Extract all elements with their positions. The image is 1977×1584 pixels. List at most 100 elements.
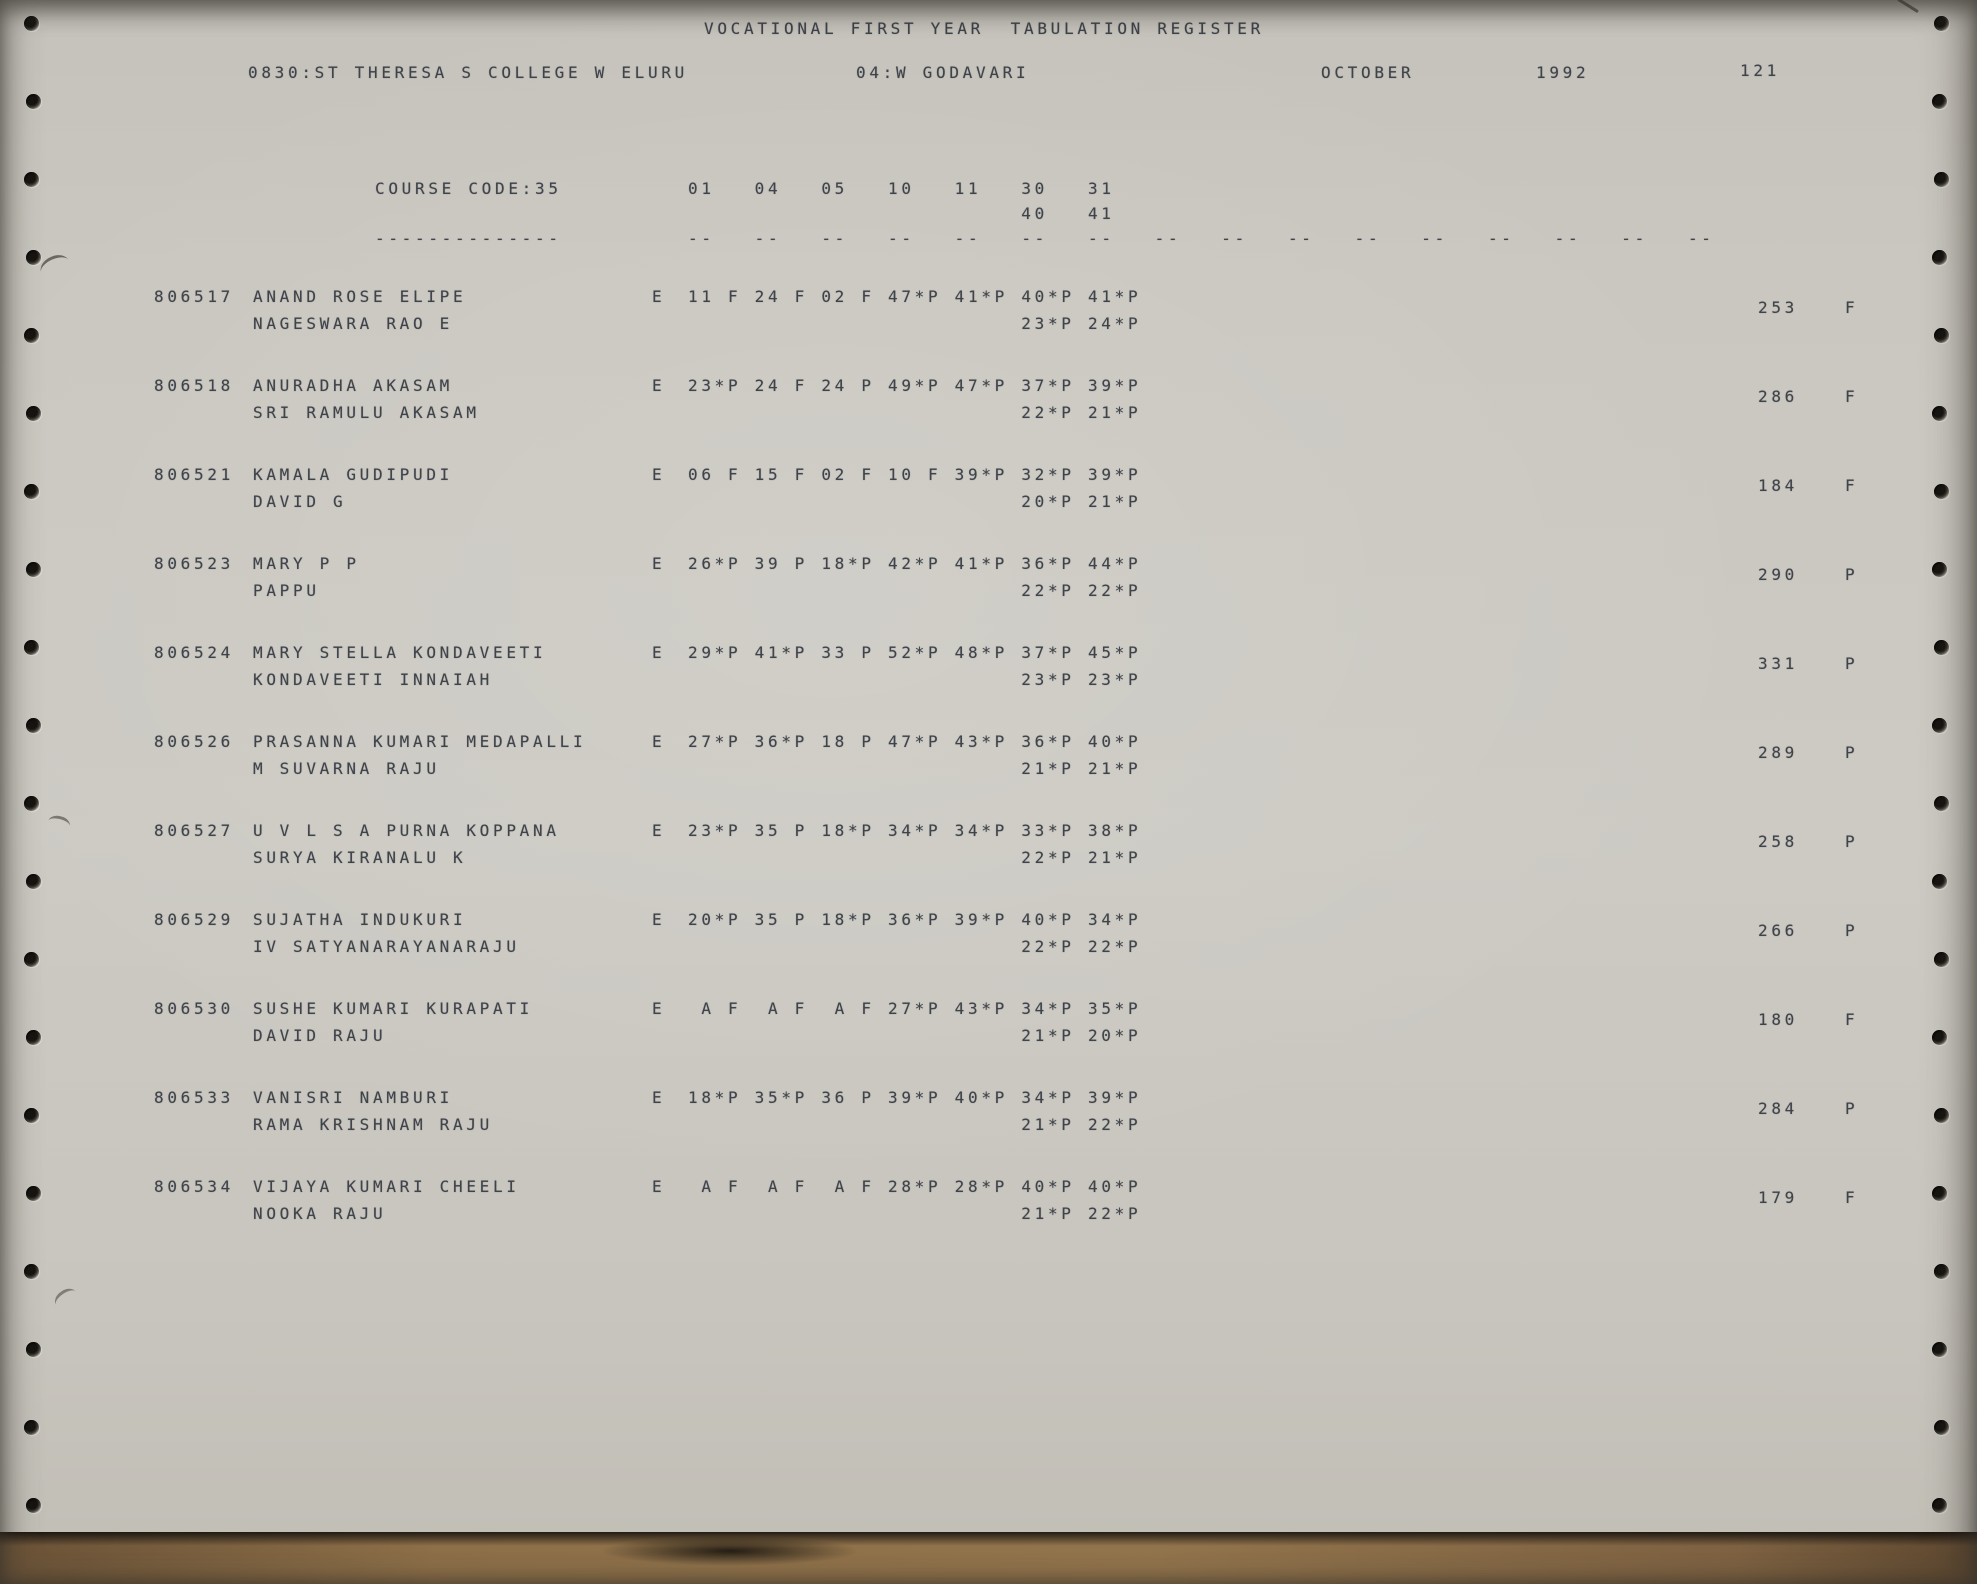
student-name: MARY STELLA KONDAVEETI (253, 643, 547, 662)
student-marks-line2: 21*P 20*P (1021, 1026, 1142, 1045)
student-guardian-name: RAMA KRISHNAM RAJU (253, 1115, 493, 1134)
sprocket-hole-left (26, 1342, 41, 1357)
student-marks-line1: 06 F 15 F 02 F 10 F 39*P 32*P 39*P (688, 465, 1142, 484)
sprocket-hole-right (1932, 250, 1947, 265)
student-name: ANURADHA AKASAM (253, 376, 453, 395)
sprocket-hole-left (26, 1030, 41, 1045)
student-result: F (1845, 476, 1859, 495)
student-total-marks: 289 (1758, 743, 1798, 762)
college-name: 0830:ST THERESA S COLLEGE W ELURU (248, 63, 688, 82)
student-result: F (1845, 1010, 1859, 1029)
exam-month: OCTOBER (1321, 63, 1415, 82)
student-guardian-name: IV SATYANARAYANARAJU (253, 937, 520, 956)
student-medium: E (652, 376, 666, 395)
student-total-marks: 290 (1758, 565, 1798, 584)
student-name: SUJATHA INDUKURI (253, 910, 467, 929)
course-code-label: COURSE CODE:35 (375, 179, 562, 198)
student-guardian-name: DAVID G (253, 492, 347, 511)
pencil-mark (46, 813, 72, 834)
student-guardian-name: SRI RAMULU AKASAM (253, 403, 480, 422)
student-marks-line1: 26*P 39 P 18*P 42*P 41*P 36*P 44*P (688, 554, 1142, 573)
subject-code-header-row: 01 04 05 10 11 30 31 (688, 179, 1115, 198)
sprocket-hole-left (24, 484, 39, 499)
student-guardian-name: DAVID RAJU (253, 1026, 387, 1045)
sprocket-hole-left (24, 1420, 39, 1435)
sprocket-hole-left (26, 250, 41, 265)
student-marks-line1: 29*P 41*P 33 P 52*P 48*P 37*P 45*P (688, 643, 1142, 662)
student-total-marks: 284 (1758, 1099, 1798, 1118)
student-total-marks: 253 (1758, 298, 1798, 317)
student-roll-number: 806533 (154, 1088, 234, 1107)
sprocket-hole-right (1934, 1108, 1949, 1123)
student-roll-number: 806526 (154, 732, 234, 751)
student-name: U V L S A PURNA KOPPANA (253, 821, 560, 840)
student-total-marks: 184 (1758, 476, 1798, 495)
student-total-marks: 179 (1758, 1188, 1798, 1207)
course-code-underline: -------------- (375, 229, 562, 248)
student-name: PRASANNA KUMARI MEDAPALLI (253, 732, 587, 751)
student-marks-line2: 23*P 23*P (1021, 670, 1142, 689)
sprocket-hole-left (26, 1498, 41, 1513)
student-total-marks: 266 (1758, 921, 1798, 940)
student-marks-line2: 21*P 22*P (1021, 1204, 1142, 1223)
sprocket-hole-right (1932, 562, 1947, 577)
student-medium: E (652, 821, 666, 840)
student-roll-number: 806529 (154, 910, 234, 929)
student-total-marks: 331 (1758, 654, 1798, 673)
sprocket-hole-right (1934, 484, 1949, 499)
paper-sheet: VOCATIONAL FIRST YEAR TABULATION REGISTE… (0, 0, 1977, 1532)
student-total-marks: 258 (1758, 832, 1798, 851)
student-result: P (1845, 654, 1859, 673)
sprocket-hole-left (26, 406, 41, 421)
student-result: P (1845, 832, 1859, 851)
student-roll-number: 806523 (154, 554, 234, 573)
sprocket-hole-left (26, 1186, 41, 1201)
student-medium: E (652, 287, 666, 306)
student-result: P (1845, 565, 1859, 584)
student-result: P (1845, 921, 1859, 940)
exam-year: 1992 (1536, 63, 1590, 82)
student-marks-line2: 23*P 24*P (1021, 314, 1142, 333)
sprocket-hole-right (1932, 1030, 1947, 1045)
sprocket-hole-right (1932, 874, 1947, 889)
student-medium: E (652, 465, 666, 484)
student-result: F (1845, 387, 1859, 406)
subject-code-header-row-2: 40 41 (1021, 204, 1115, 223)
student-marks-line1: 20*P 35 P 18*P 36*P 39*P 40*P 34*P (688, 910, 1142, 929)
student-marks-line1: A F A F A F 27*P 43*P 34*P 35*P (688, 999, 1142, 1018)
sprocket-hole-left (24, 172, 39, 187)
sprocket-hole-left (26, 874, 41, 889)
sprocket-hole-right (1934, 796, 1949, 811)
sprocket-hole-right (1934, 640, 1949, 655)
student-name: ANAND ROSE ELIPE (253, 287, 467, 306)
student-guardian-name: NAGESWARA RAO E (253, 314, 453, 333)
student-medium: E (652, 999, 666, 1018)
pencil-mark (37, 250, 73, 283)
student-medium: E (652, 643, 666, 662)
student-guardian-name: PAPPU (253, 581, 320, 600)
student-marks-line1: A F A F A F 28*P 28*P 40*P 40*P (688, 1177, 1142, 1196)
student-guardian-name: M SUVARNA RAJU (253, 759, 440, 778)
page-title: VOCATIONAL FIRST YEAR TABULATION REGISTE… (704, 19, 1264, 38)
student-guardian-name: KONDAVEETI INNAIAH (253, 670, 493, 689)
sprocket-hole-left (26, 718, 41, 733)
sprocket-hole-left (24, 952, 39, 967)
student-marks-line2: 22*P 21*P (1021, 403, 1142, 422)
student-total-marks: 180 (1758, 1010, 1798, 1029)
district-name: 04:W GODAVARI (856, 63, 1030, 82)
sprocket-hole-left (24, 1108, 39, 1123)
student-medium: E (652, 1177, 666, 1196)
student-roll-number: 806521 (154, 465, 234, 484)
student-medium: E (652, 1088, 666, 1107)
student-result: F (1845, 1188, 1859, 1207)
student-roll-number: 806518 (154, 376, 234, 395)
student-result: P (1845, 743, 1859, 762)
sprocket-hole-left (24, 640, 39, 655)
student-marks-line2: 22*P 22*P (1021, 937, 1142, 956)
sprocket-hole-right (1934, 328, 1949, 343)
sprocket-hole-left (26, 94, 41, 109)
sprocket-hole-right (1934, 172, 1949, 187)
student-marks-line1: 11 F 24 F 02 F 47*P 41*P 40*P 41*P (688, 287, 1142, 306)
student-marks-line2: 21*P 21*P (1021, 759, 1142, 778)
student-name: SUSHE KUMARI KURAPATI (253, 999, 533, 1018)
